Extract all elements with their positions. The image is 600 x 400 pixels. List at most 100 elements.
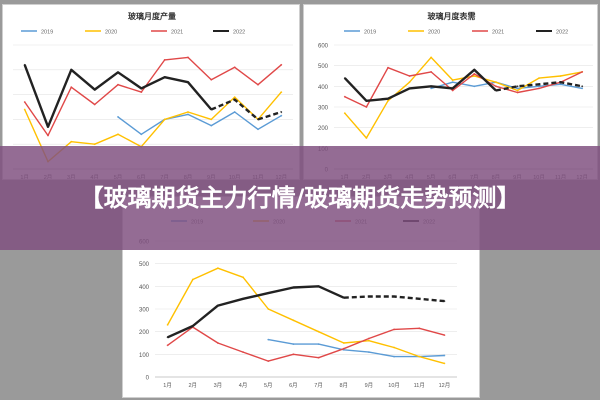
- data-point-2020: [292, 319, 295, 322]
- data-point-2020: [166, 324, 169, 326]
- data-point-2019: [317, 343, 320, 345]
- y-tick-label: 400: [318, 85, 329, 91]
- data-point-2020: [342, 342, 345, 344]
- data-point-2020: [343, 112, 346, 115]
- series-line-forecast-2022: [210, 98, 282, 121]
- data-point-2020: [317, 330, 320, 333]
- data-point-2021: [47, 134, 49, 137]
- data-point-2021: [93, 103, 96, 106]
- data-point-2021: [233, 66, 236, 69]
- data-point-2021: [267, 360, 270, 362]
- data-point-2020: [187, 111, 189, 113]
- data-point-2020: [473, 75, 476, 77]
- data-point-2019: [559, 83, 562, 86]
- legend-label-2022: 2022: [233, 30, 245, 36]
- data-point-2019: [368, 351, 370, 353]
- data-point-2019: [516, 87, 519, 90]
- data-point-2021: [538, 87, 540, 90]
- chart-title: 玻璃月度产量: [128, 11, 176, 21]
- data-point-2021: [393, 328, 395, 331]
- data-point-2021: [70, 86, 73, 89]
- data-point-2020: [368, 339, 370, 342]
- data-point-2022: [516, 85, 519, 88]
- data-point-2019: [443, 354, 446, 357]
- data-point-2022: [23, 63, 26, 66]
- data-point-2021: [365, 106, 368, 108]
- data-point-2020: [443, 362, 446, 365]
- data-point-2020: [430, 56, 432, 59]
- data-point-2020: [163, 118, 166, 121]
- data-point-2022: [117, 71, 119, 74]
- data-point-2021: [317, 356, 320, 359]
- data-point-2022: [343, 77, 346, 79]
- data-point-2022: [163, 76, 166, 79]
- data-point-2020: [538, 77, 540, 79]
- data-point-2021: [368, 337, 370, 340]
- data-point-2020: [408, 81, 411, 84]
- data-point-2021: [451, 89, 454, 92]
- y-tick-label: 600: [318, 44, 329, 50]
- x-tick-label: 6月: [289, 382, 298, 389]
- data-point-2021: [495, 85, 497, 88]
- data-point-2022: [538, 83, 540, 86]
- series-line-2020: [24, 91, 282, 163]
- data-point-2022: [280, 111, 283, 113]
- data-point-2022: [166, 336, 169, 339]
- data-point-2022: [473, 68, 476, 71]
- legend-label-2022: 2022: [556, 30, 568, 36]
- y-tick-label: 300: [139, 308, 150, 314]
- y-tick-label: 100: [139, 353, 150, 359]
- data-point-2022: [443, 300, 446, 302]
- data-point-2022: [140, 87, 143, 90]
- data-point-2022: [317, 285, 320, 288]
- data-point-2020: [117, 133, 119, 136]
- data-point-2021: [342, 347, 345, 350]
- data-point-2019: [257, 128, 259, 131]
- data-point-2022: [430, 85, 432, 88]
- x-tick-label: 3月: [214, 382, 223, 389]
- data-point-2020: [559, 75, 562, 77]
- y-tick-label: 300: [318, 106, 329, 112]
- data-point-2020: [495, 81, 497, 84]
- data-point-2020: [418, 355, 421, 358]
- data-point-2022: [70, 68, 73, 71]
- data-point-2019: [210, 124, 213, 127]
- data-point-2021: [140, 91, 143, 93]
- data-point-2019: [581, 87, 584, 90]
- data-point-2022: [233, 98, 236, 101]
- data-point-2022: [187, 81, 189, 84]
- data-point-2022: [393, 295, 395, 298]
- data-point-2021: [217, 342, 219, 344]
- data-point-2021: [280, 63, 283, 66]
- x-tick-label: 8月: [339, 382, 348, 389]
- banner-title: 【玻璃期货主力行情/玻璃期货走势预测】: [79, 184, 521, 212]
- y-tick-label: 500: [318, 64, 329, 70]
- data-point-2020: [70, 140, 73, 143]
- series-line-2019: [430, 81, 583, 90]
- y-tick-label: 500: [139, 262, 150, 268]
- data-point-2022: [93, 88, 96, 91]
- data-point-2020: [93, 143, 96, 146]
- x-tick-label: 7月: [314, 382, 323, 389]
- data-point-2019: [430, 87, 432, 90]
- legend-label-2020: 2020: [428, 30, 440, 36]
- data-point-2019: [187, 113, 189, 116]
- data-point-2019: [292, 343, 295, 345]
- data-point-2021: [473, 73, 476, 75]
- data-point-2021: [242, 351, 244, 353]
- data-point-2021: [257, 83, 259, 86]
- data-point-2022: [191, 325, 194, 327]
- x-tick-label: 11月: [414, 382, 425, 389]
- x-tick-label: 5月: [264, 382, 273, 389]
- chart-title: 玻璃月度表需: [428, 11, 476, 21]
- data-point-2021: [117, 83, 119, 86]
- y-tick-label: 200: [139, 330, 150, 336]
- legend-label-2021: 2021: [492, 30, 504, 36]
- x-tick-label: 2月: [188, 382, 197, 389]
- data-point-2022: [451, 87, 454, 90]
- y-tick-label: 400: [139, 285, 150, 291]
- data-point-2022: [559, 81, 562, 84]
- data-point-2020: [393, 346, 395, 349]
- legend-label-2019: 2019: [364, 30, 376, 36]
- data-point-2021: [387, 66, 389, 69]
